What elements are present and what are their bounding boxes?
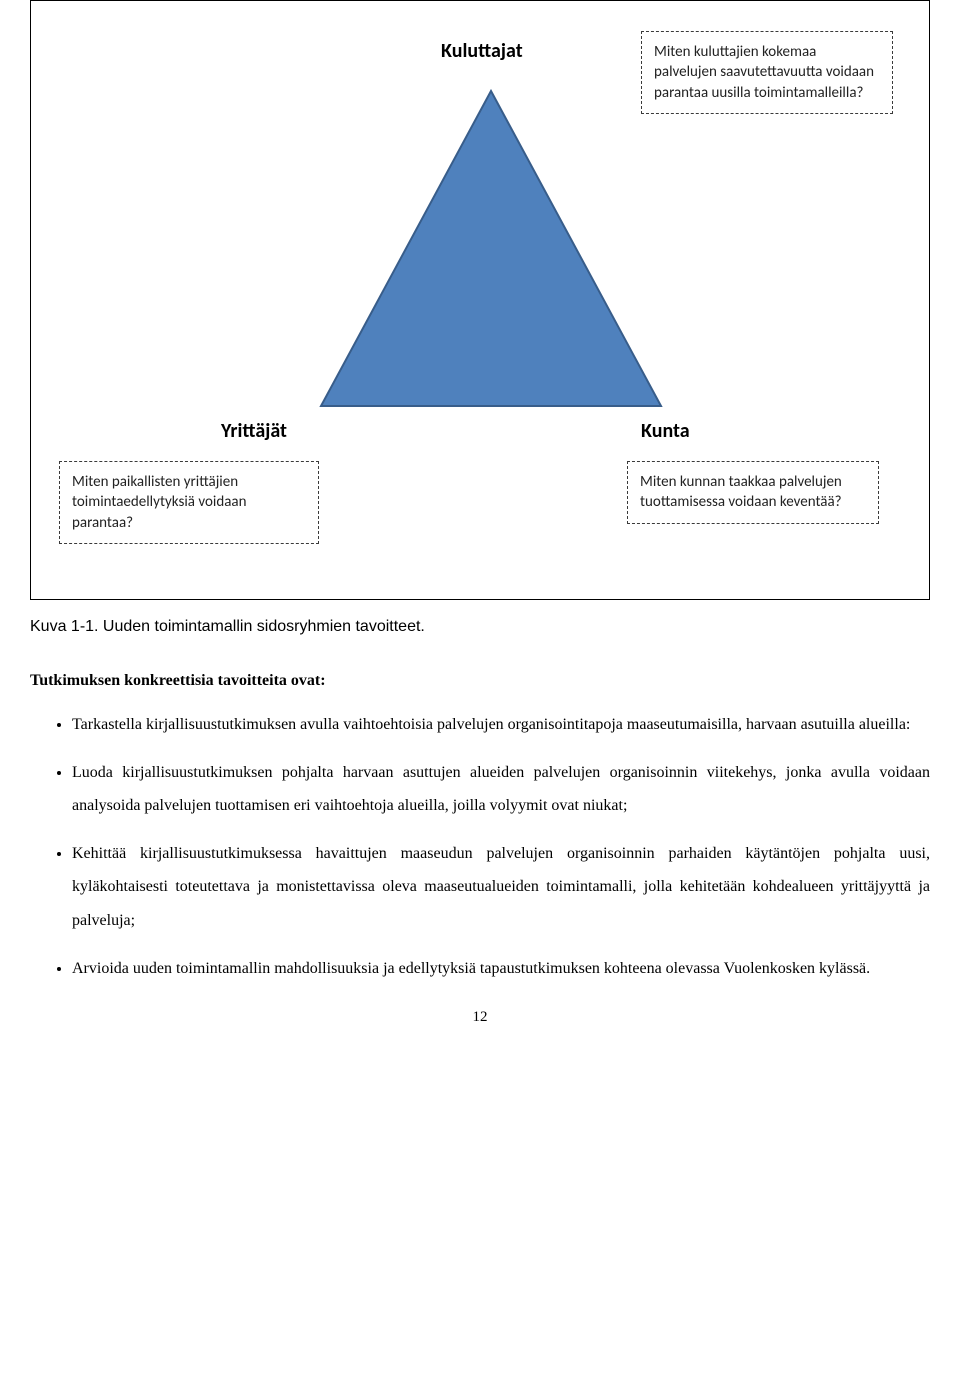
figure-container: Kuluttajat Yrittäjät Kunta Miten kulutta…	[30, 0, 930, 600]
list-item: Arvioida uuden toimintamallin mahdollisu…	[72, 952, 930, 986]
question-box-bottom-right: Miten kunnan taakkaa palvelujen tuottami…	[627, 461, 879, 524]
list-item: Luoda kirjallisuustutkimuksen pohjalta h…	[72, 756, 930, 823]
page-number: 12	[30, 1009, 930, 1026]
list-item: Tarkastella kirjallisuustutkimuksen avul…	[72, 708, 930, 742]
figure-caption: Kuva 1-1. Uuden toimintamallin sidosryhm…	[30, 618, 930, 636]
bullet-list: Tarkastella kirjallisuustutkimuksen avul…	[30, 708, 930, 985]
vertex-label-left: Yrittäjät	[221, 419, 287, 443]
page: Kuluttajat Yrittäjät Kunta Miten kulutta…	[0, 0, 960, 1056]
question-box-bottom-left: Miten paikallisten yrittäjien toimintaed…	[59, 461, 319, 544]
intro-heading: Tutkimuksen konkreettisia tavoitteita ov…	[30, 672, 930, 690]
vertex-label-top: Kuluttajat	[441, 39, 523, 63]
list-item: Kehittää kirjallisuustutkimuksessa havai…	[72, 837, 930, 938]
question-box-top-right: Miten kuluttajien kokemaa palvelujen saa…	[641, 31, 893, 114]
vertex-label-right: Kunta	[641, 419, 690, 443]
